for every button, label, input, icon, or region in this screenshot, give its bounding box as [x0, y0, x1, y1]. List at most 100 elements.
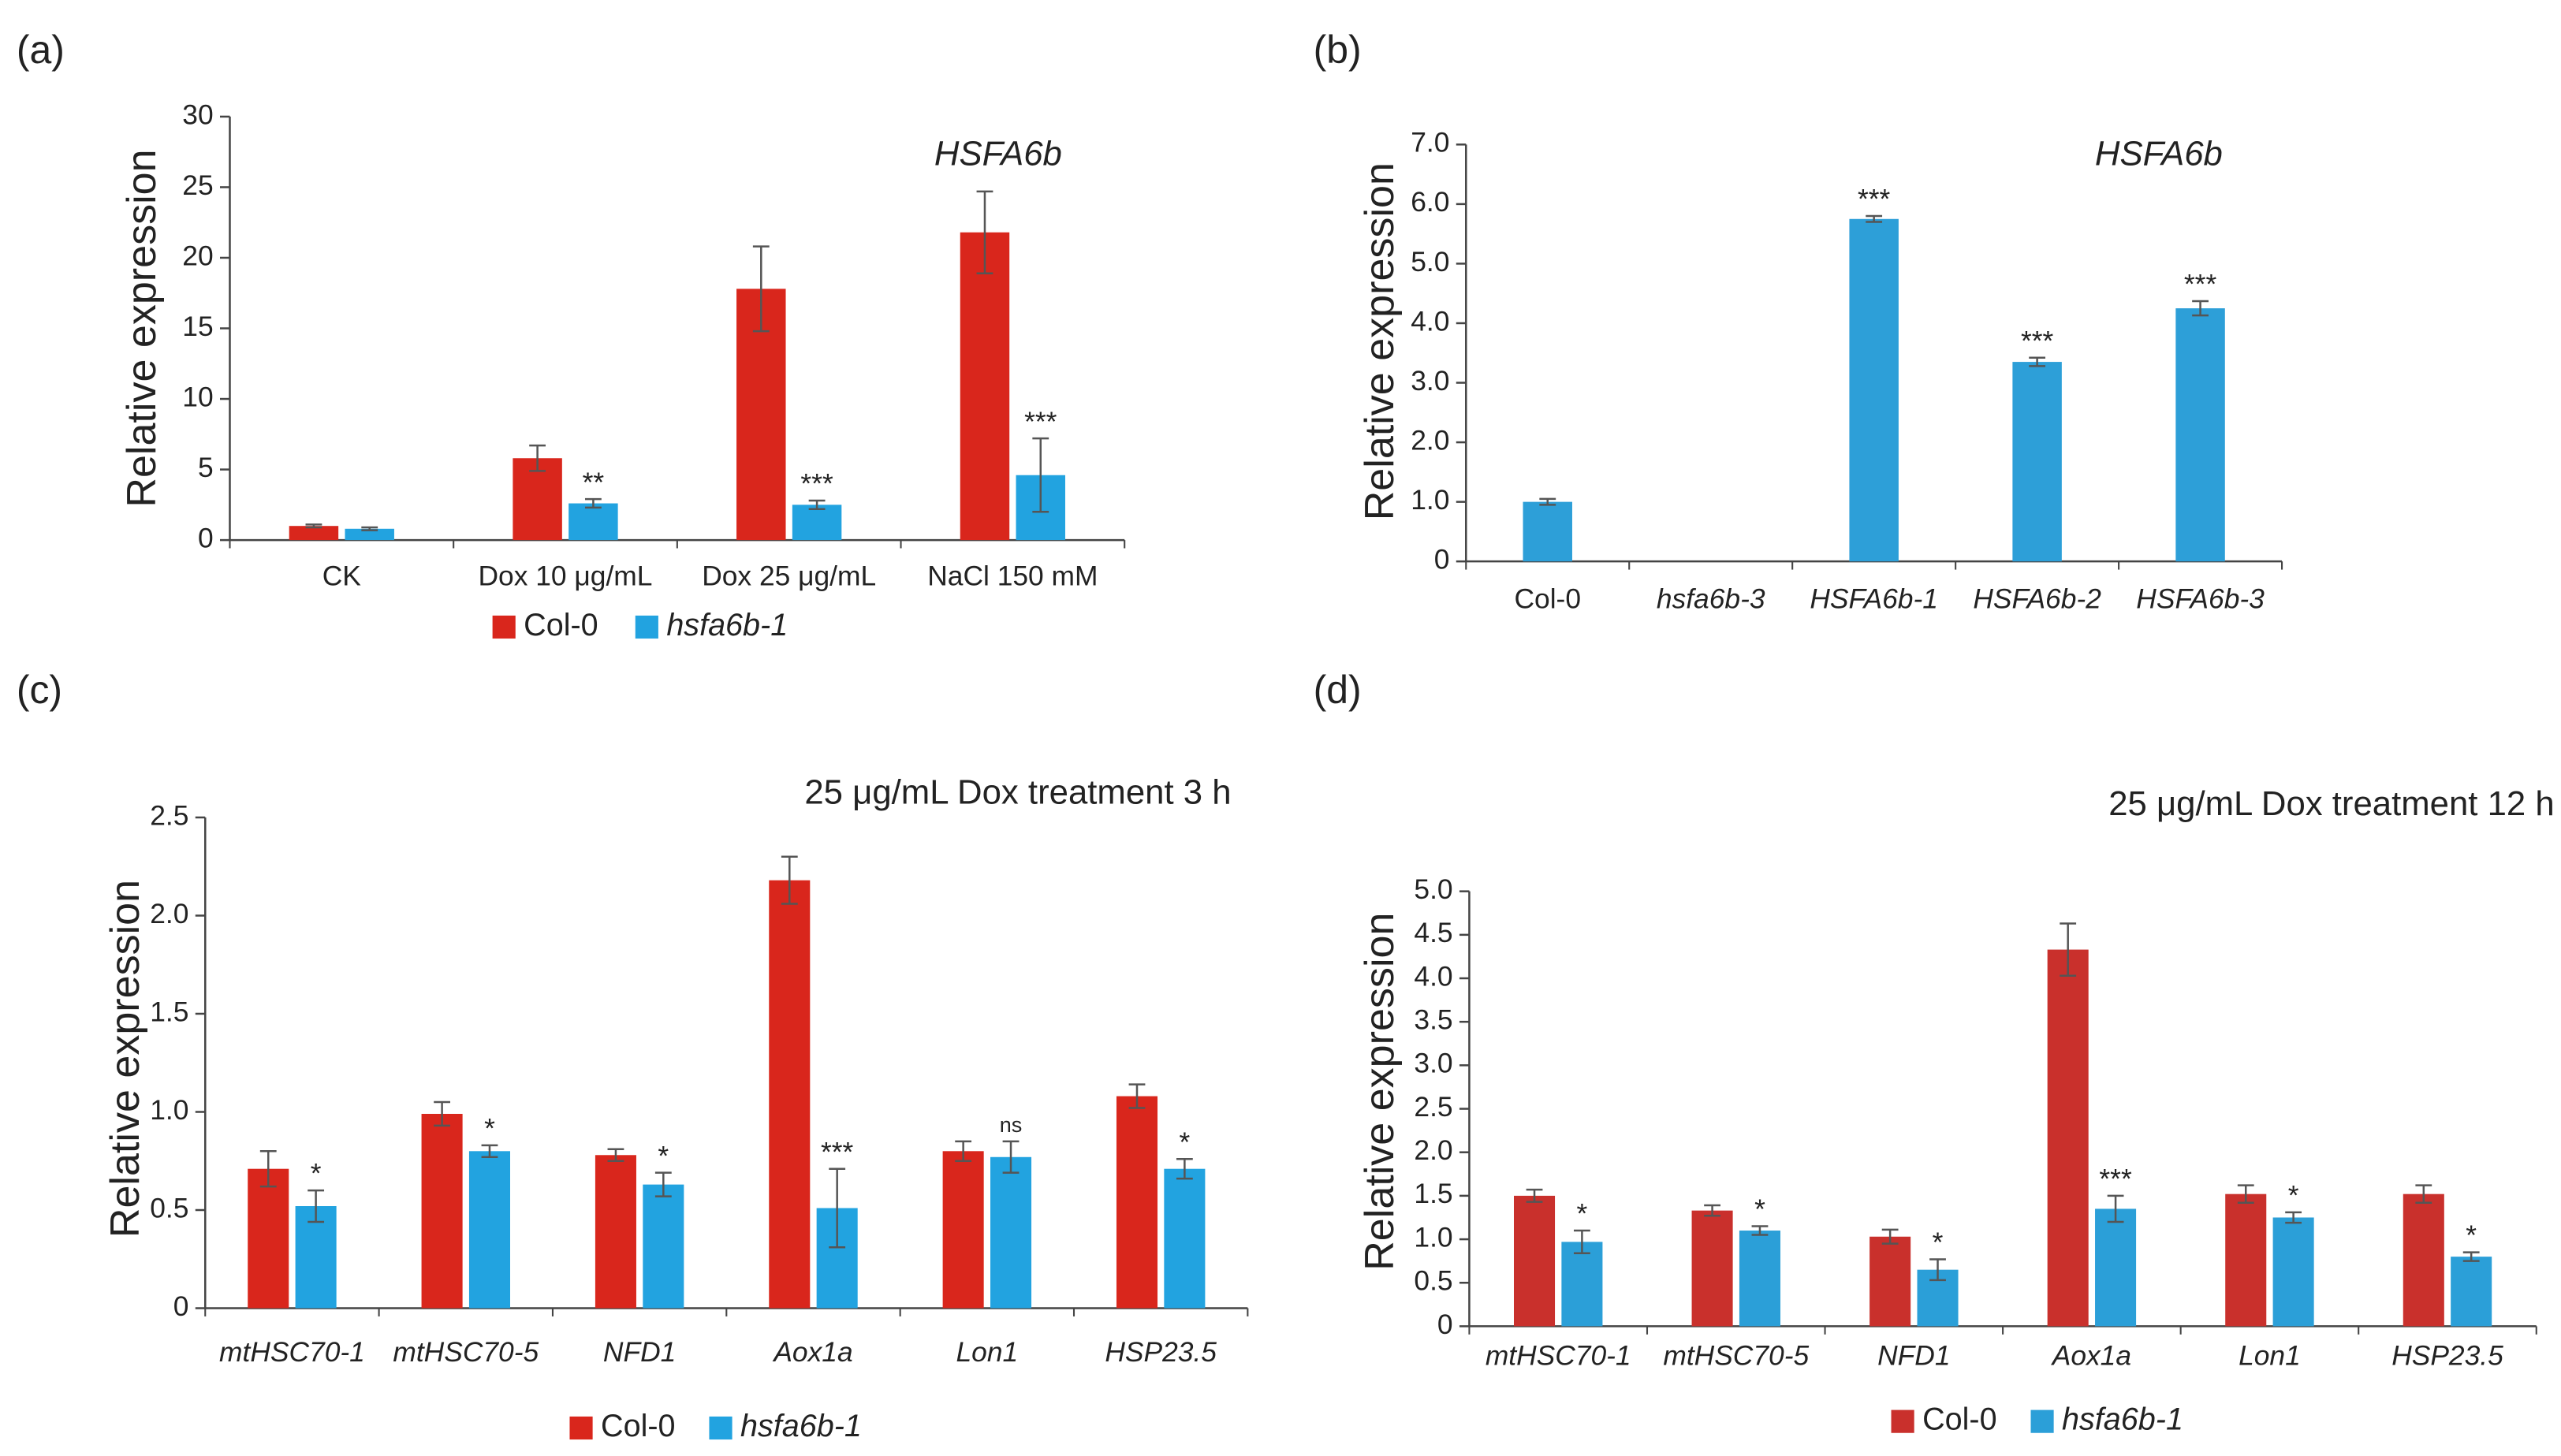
- significance-label: ***: [821, 1137, 854, 1167]
- y-tick-label: 30: [182, 99, 213, 130]
- y-tick-label: 0: [1437, 1309, 1453, 1340]
- y-axis-label: Relative expression: [1357, 913, 1403, 1271]
- x-tick-label: NaCl 150 mM: [927, 560, 1098, 591]
- legend-label: hsfa6b-1: [740, 1409, 862, 1443]
- significance-label: *: [1754, 1194, 1765, 1225]
- y-tick-label: 5: [198, 452, 214, 483]
- y-tick-label: 2.0: [1411, 425, 1449, 456]
- y-tick-label: 15: [182, 311, 213, 342]
- y-tick-label: 4.5: [1414, 918, 1452, 948]
- legend-swatch: [569, 1417, 592, 1439]
- panel-label: (d): [1314, 668, 1362, 712]
- bar: [960, 233, 1009, 540]
- y-axis-label: Relative expression: [1357, 162, 1403, 520]
- legend-swatch: [709, 1417, 732, 1439]
- y-axis-label: Relative expression: [119, 149, 165, 507]
- y-tick-label: 0: [173, 1291, 189, 1322]
- y-tick-label: 5.0: [1411, 247, 1449, 277]
- bar: [2012, 362, 2061, 561]
- x-tick-label: mtHSC70-1: [219, 1337, 365, 1368]
- x-tick-label: Dox 10 μg/mL: [479, 560, 653, 591]
- significance-label: ***: [2021, 326, 2054, 356]
- y-tick-label: 2.0: [150, 899, 188, 929]
- legend-label: Col-0: [1922, 1402, 1997, 1437]
- y-tick-label: 1.0: [1411, 485, 1449, 516]
- x-tick-label: mtHSC70-1: [1486, 1340, 1631, 1371]
- x-tick-label: Aox1a: [2051, 1340, 2131, 1371]
- legend-label: hsfa6b-1: [2062, 1402, 2183, 1437]
- y-axis-label: Relative expression: [103, 880, 148, 1238]
- significance-label: ***: [800, 469, 833, 500]
- bar: [1739, 1231, 1780, 1326]
- bar: [1523, 502, 1572, 562]
- significance-label: *: [1179, 1127, 1190, 1158]
- y-tick-label: 10: [182, 382, 213, 412]
- bar: [769, 881, 810, 1309]
- x-tick-label: Lon1: [956, 1337, 1018, 1368]
- y-tick-label: 5.0: [1414, 874, 1452, 905]
- x-tick-label: NFD1: [1877, 1340, 1950, 1371]
- y-tick-label: 0: [1434, 545, 1450, 575]
- y-tick-label: 7.0: [1411, 128, 1449, 158]
- legend-swatch: [1892, 1410, 1914, 1433]
- x-tick-label: Dox 25 μg/mL: [702, 560, 876, 591]
- x-tick-label: HSP23.5: [2391, 1340, 2503, 1371]
- x-tick-label: mtHSC70-5: [393, 1337, 539, 1368]
- y-tick-label: 0.5: [150, 1193, 188, 1223]
- y-tick-label: 25: [182, 170, 213, 201]
- error-bar: [1539, 499, 1556, 505]
- bar: [595, 1155, 636, 1308]
- legend-label: hsfa6b-1: [666, 608, 788, 642]
- legend-swatch: [636, 616, 658, 639]
- y-tick-label: 1.0: [150, 1095, 188, 1126]
- legend-swatch: [2030, 1410, 2053, 1433]
- chart-title: 25 μg/mL Dox treatment 3 h: [804, 773, 1231, 811]
- legend-swatch: [493, 616, 516, 639]
- bar: [1164, 1169, 1205, 1309]
- bar: [643, 1185, 684, 1309]
- bar: [2048, 950, 2089, 1327]
- y-tick-label: 1.5: [150, 996, 188, 1027]
- chart-title: 25 μg/mL Dox treatment 12 h: [2108, 784, 2554, 823]
- significance-label: ***: [1858, 184, 1891, 215]
- y-tick-label: 20: [182, 240, 213, 271]
- x-tick-label: Col-0: [1514, 583, 1581, 614]
- y-tick-label: 3.0: [1411, 366, 1449, 397]
- bar: [2175, 308, 2224, 561]
- y-tick-label: 1.5: [1414, 1179, 1452, 1209]
- significance-label: ns: [1000, 1113, 1023, 1137]
- significance-label: *: [1577, 1199, 1588, 1230]
- bar: [2273, 1217, 2314, 1326]
- bar: [2451, 1257, 2492, 1326]
- x-tick-label: HSP23.5: [1105, 1337, 1217, 1368]
- legend-label: Col-0: [601, 1409, 676, 1443]
- significance-label: **: [583, 467, 605, 498]
- y-tick-label: 1.0: [1414, 1222, 1452, 1253]
- chart-title: HSFA6b: [934, 134, 1062, 173]
- y-tick-label: 4.0: [1414, 961, 1452, 992]
- legend-label: Col-0: [524, 608, 598, 642]
- bar: [2225, 1194, 2266, 1327]
- x-tick-label: Lon1: [2239, 1340, 2301, 1371]
- x-tick-label: HSFA6b-2: [1973, 583, 2101, 614]
- y-tick-label: 2.5: [1414, 1092, 1452, 1123]
- bar: [1692, 1211, 1733, 1327]
- bar: [1849, 219, 1898, 561]
- bar: [248, 1169, 289, 1309]
- y-tick-label: 2.5: [150, 800, 188, 831]
- significance-label: ***: [2099, 1164, 2132, 1194]
- y-tick-label: 0.5: [1414, 1266, 1452, 1297]
- x-tick-label: mtHSC70-5: [1663, 1340, 1809, 1371]
- significance-label: *: [484, 1113, 495, 1144]
- y-tick-label: 2.0: [1414, 1135, 1452, 1166]
- significance-label: *: [2288, 1180, 2299, 1211]
- y-tick-label: 3.5: [1414, 1005, 1452, 1036]
- x-tick-label: Aox1a: [772, 1337, 852, 1368]
- panel-label: (b): [1314, 28, 1362, 72]
- bar: [990, 1157, 1031, 1309]
- x-tick-label: CK: [322, 560, 362, 591]
- bar: [943, 1151, 984, 1308]
- panel-label: (c): [17, 668, 62, 712]
- bar: [568, 504, 617, 541]
